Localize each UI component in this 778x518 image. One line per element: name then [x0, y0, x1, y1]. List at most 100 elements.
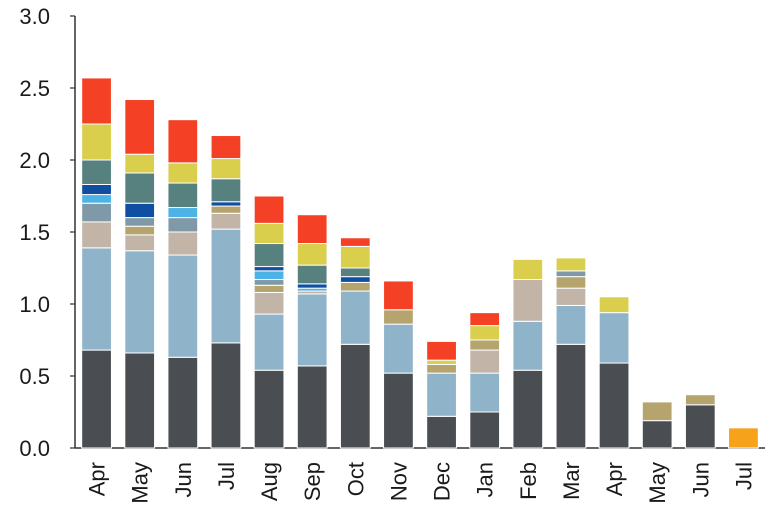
- bar-segment: [210, 201, 242, 207]
- y-tick-label: 1.0: [19, 292, 50, 317]
- x-tick-label: Jun: [688, 462, 713, 497]
- bar-segment: [81, 159, 112, 185]
- bar-segment: [555, 270, 587, 278]
- x-tick-label: Aug: [257, 462, 282, 501]
- bar-segment: [253, 279, 285, 286]
- bar-segment: [210, 342, 242, 449]
- bar-segment: [512, 258, 544, 281]
- bar-segment: [81, 221, 112, 249]
- bar-segment: [253, 243, 285, 268]
- bar-segment: [469, 325, 501, 341]
- bar-segment: [167, 162, 199, 184]
- x-tick-label: Feb: [516, 462, 541, 500]
- bar-segment: [426, 415, 457, 449]
- bar-segment: [167, 207, 199, 219]
- bar-segment: [339, 245, 371, 269]
- bar-segment: [210, 158, 242, 180]
- bar-segment: [167, 119, 199, 164]
- bar-segment: [469, 349, 501, 374]
- bar-segment: [167, 231, 199, 256]
- bar-segment: [253, 222, 285, 245]
- bar-segment: [512, 369, 544, 449]
- bar-segment: [383, 372, 414, 449]
- x-tick-label: Jan: [473, 462, 498, 497]
- y-tick-label: 0.0: [19, 436, 50, 461]
- bar-segment: [339, 237, 371, 247]
- bar-segment: [469, 339, 501, 351]
- bar-segment: [469, 372, 501, 413]
- bar-segment: [124, 172, 156, 204]
- bar-segment: [598, 296, 630, 314]
- bar-segment: [641, 401, 673, 422]
- bar-segment: [167, 217, 199, 233]
- bar-segment: [339, 281, 371, 292]
- bars-group: [81, 77, 759, 449]
- y-tick-label: 2.0: [19, 148, 50, 173]
- bar-segment: [339, 290, 371, 345]
- bar-segment: [210, 205, 242, 214]
- bar-segment: [728, 427, 759, 449]
- bar-segment: [253, 313, 285, 371]
- x-tick-label: Nov: [386, 462, 411, 501]
- bar-segment: [469, 411, 501, 449]
- x-tick-label: Apr: [85, 462, 110, 496]
- x-tick-label: Jun: [171, 462, 196, 497]
- bar-segment: [253, 284, 285, 293]
- bar-segment: [555, 257, 587, 272]
- bar-segment: [598, 312, 630, 364]
- bar-segment: [81, 202, 112, 223]
- bar-segment: [167, 356, 199, 449]
- bar-segment: [555, 304, 587, 345]
- bar-segment: [426, 363, 457, 374]
- y-axis-tick-labels: 0.0 0.5 1.0 1.5 2.0 2.5 3.0: [19, 4, 75, 461]
- bar-segment: [124, 225, 156, 236]
- bar-segment: [210, 228, 242, 344]
- x-tick-label: Sep: [300, 462, 325, 501]
- bar-segment: [296, 243, 328, 266]
- bar-segment: [339, 343, 371, 449]
- bar-segment: [426, 372, 457, 417]
- bar-segment: [426, 359, 457, 365]
- bar-segment: [81, 77, 112, 125]
- bar-segment: [684, 404, 716, 449]
- y-tick-label: 1.5: [19, 220, 50, 245]
- bar-segment: [383, 280, 414, 311]
- x-tick-label: Jul: [731, 462, 756, 490]
- bar-segment: [253, 291, 285, 315]
- bar-segment: [296, 264, 328, 285]
- bar-segment: [210, 212, 242, 230]
- bar-segment: [124, 153, 156, 174]
- bar-segment: [81, 247, 112, 351]
- y-tick-label: 3.0: [19, 4, 50, 29]
- bar-segment: [383, 323, 414, 374]
- bar-segment: [469, 312, 501, 327]
- y-tick-label: 0.5: [19, 364, 50, 389]
- bar-segment: [512, 279, 544, 322]
- bar-segment: [124, 352, 156, 449]
- bar-segment: [253, 369, 285, 449]
- bar-segment: [383, 309, 414, 325]
- x-tick-label: May: [128, 462, 153, 504]
- x-tick-label: Mar: [559, 462, 584, 500]
- bar-segment: [512, 320, 544, 371]
- bar-segment: [253, 266, 285, 272]
- x-tick-label: Dec: [430, 462, 455, 501]
- bar-segment: [296, 365, 328, 449]
- bar-segment: [555, 343, 587, 449]
- bar-segment: [124, 234, 156, 252]
- bar-segment: [81, 194, 112, 204]
- y-tick-label: 2.5: [19, 76, 50, 101]
- bar-segment: [296, 214, 328, 245]
- bar-segment: [124, 250, 156, 354]
- bar-segment: [555, 287, 587, 306]
- bar-segment: [167, 182, 199, 209]
- bar-segment: [641, 420, 673, 449]
- bar-segment: [339, 276, 371, 283]
- bar-segment: [296, 293, 328, 367]
- bar-segment: [339, 267, 371, 278]
- bar-segment: [167, 254, 199, 358]
- bar-segment: [684, 394, 716, 406]
- bar-segment: [555, 276, 587, 289]
- bar-segment: [210, 135, 242, 160]
